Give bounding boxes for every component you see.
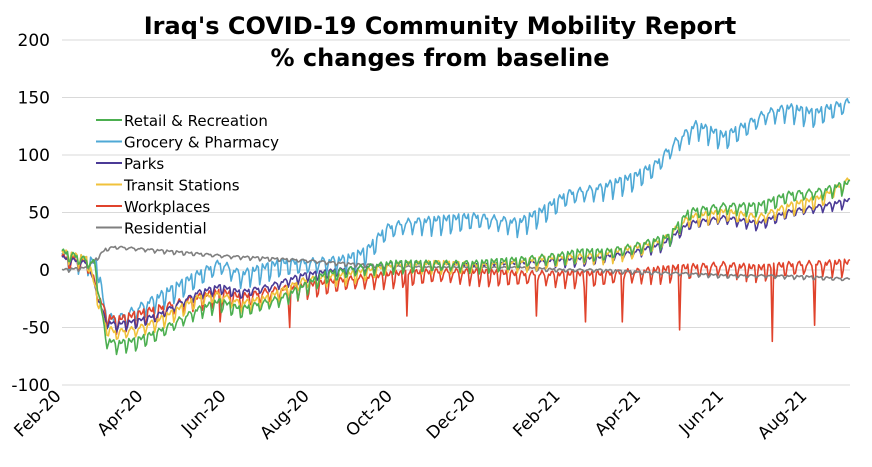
x-tick-label: Aug-21 (754, 386, 811, 443)
y-tick-label: 100 (18, 146, 50, 166)
legend: Retail & Recreation Grocery & Pharmacy Par… (96, 112, 279, 238)
x-tick-label: Jun-21 (675, 386, 728, 439)
x-tick-label: Oct-20 (342, 386, 397, 441)
x-tick-label: Jun-20 (177, 386, 230, 439)
y-tick-label: 50 (28, 204, 50, 224)
series-line-retail-recreation (61, 179, 851, 356)
series-line-grocery-pharmacy (61, 97, 851, 331)
series-line-residential (61, 245, 851, 282)
y-tick-label: 0 (39, 261, 50, 281)
chart-subtitle: % changes from baseline (270, 44, 610, 72)
chart-title: Iraq's COVID-19 Community Mobility Repor… (143, 12, 737, 40)
x-tick-label: Dec-20 (423, 386, 480, 443)
legend-label-parks: Parks (124, 155, 164, 173)
y-tick-label: -50 (22, 319, 50, 339)
legend-label-workplaces: Workplaces (124, 198, 210, 216)
x-tick-label: Feb-21 (509, 386, 564, 441)
series-lines (61, 97, 851, 356)
series-line-transit-stations (61, 177, 851, 340)
x-tick-label: Aug-20 (256, 386, 313, 443)
y-tick-label: 150 (18, 89, 50, 109)
y-tick-label: 200 (18, 31, 50, 51)
legend-label-grocery-pharmacy: Grocery & Pharmacy (124, 134, 279, 152)
x-tick-label: Apr-20 (94, 386, 148, 440)
y-axis: -100 -50 0 50 100 150 200 (11, 31, 50, 396)
legend-label-residential: Residential (124, 220, 207, 238)
x-axis: Feb-20 Apr-20 Jun-20 Aug-20 Oct-20 Dec-20 Feb-… (10, 386, 811, 443)
legend-label-retail-recreation: Retail & Recreation (124, 112, 268, 130)
x-tick-label: Apr-21 (591, 386, 645, 440)
legend-label-transit-stations: Transit Stations (123, 177, 240, 195)
y-tick-label: -100 (11, 376, 50, 396)
